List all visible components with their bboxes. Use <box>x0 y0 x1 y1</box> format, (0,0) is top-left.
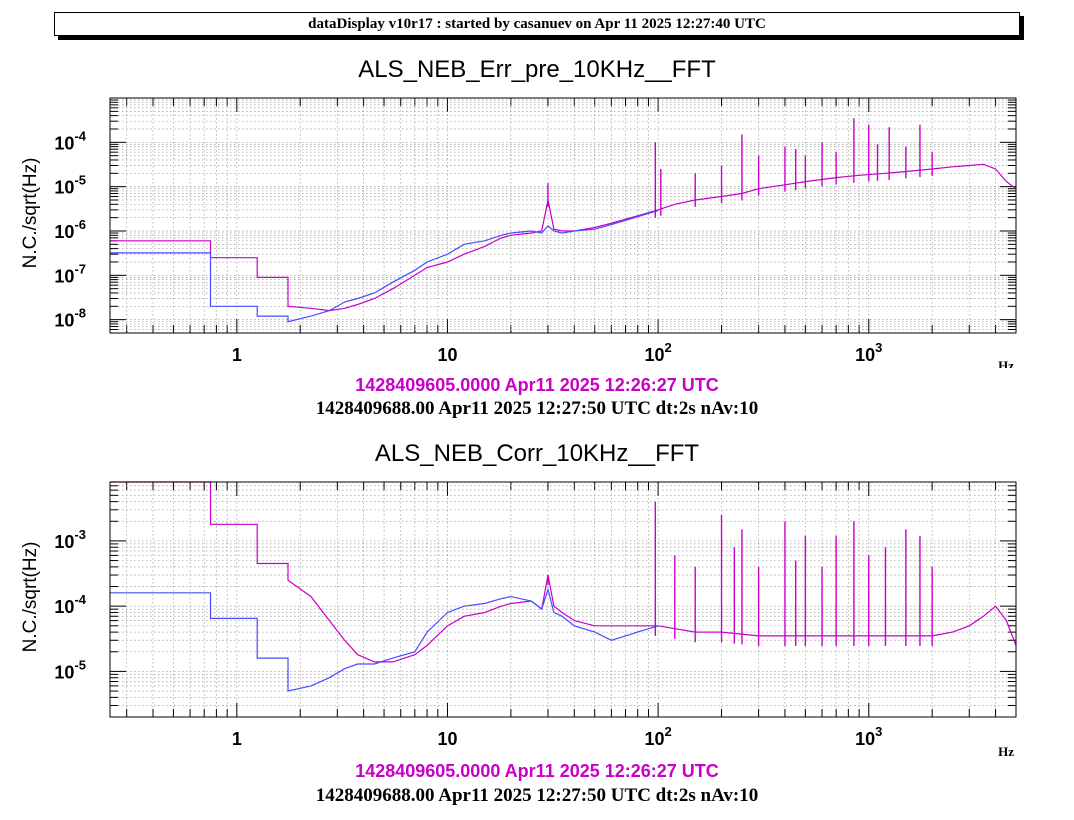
y-tick-label: 10-4 <box>54 128 86 153</box>
x-tick-label: 102 <box>644 724 671 749</box>
y-axis-label: N.C./sqrt(Hz) <box>20 158 41 269</box>
x-tick-label: 103 <box>855 340 882 365</box>
plot-2-chart[interactable]: 1 10 102 103 10-5 10-4 10-3 N.C./sqrt(Hz) Hz <box>0 472 1074 762</box>
app-banner: dataDisplay v10r17 : started by casanuev… <box>54 12 1020 36</box>
x-axis-label: Hz <box>998 358 1014 368</box>
plot-2-ref-timestamp: 1428409605.0000 Apr11 2025 12:26:27 UTC <box>355 761 719 781</box>
plot-2-title: ALS_NEB_Corr_10KHz__FFT <box>374 440 700 467</box>
grid <box>110 481 1017 718</box>
x-tick-label: 103 <box>855 724 882 749</box>
series-current-line <box>110 209 659 323</box>
x-tick-label: 1 <box>232 345 242 365</box>
series-current-line <box>110 587 659 692</box>
y-tick-label: 10-6 <box>54 217 86 242</box>
series-reference-line <box>110 481 1017 663</box>
plot-frame <box>109 481 1017 718</box>
x-tick-label: 10 <box>437 345 457 365</box>
y-tick-label: 10-4 <box>54 592 86 617</box>
y-axis-label: N.C./sqrt(Hz) <box>20 542 41 653</box>
x-axis-label: Hz <box>998 744 1014 759</box>
x-tick-label: 102 <box>644 340 671 365</box>
plot-frame <box>109 97 1017 334</box>
x-tick-label: 1 <box>232 729 242 749</box>
plot-1-title: ALS_NEB_Err_pre_10KHz__FFT <box>358 56 716 83</box>
y-tick-label: 10-5 <box>54 657 86 682</box>
plot-1-chart[interactable]: 1 10 102 103 10-8 10-7 10-6 10-5 10-4 N.C./sqrt(H… <box>0 88 1074 368</box>
x-tick-label: 10 <box>437 729 457 749</box>
y-tick-label: 10-8 <box>54 306 86 331</box>
y-tick-label: 10-3 <box>54 527 86 552</box>
plot-2-cur-timestamp: 1428409688.00 Apr11 2025 12:27:50 UTC dt… <box>315 785 759 806</box>
y-tick-label: 10-7 <box>54 261 86 286</box>
plot-1-cur-timestamp: 1428409688.00 Apr11 2025 12:27:50 UTC dt… <box>315 398 759 419</box>
y-tick-label: 10-5 <box>54 173 86 198</box>
plot-1-ref-timestamp: 1428409605.0000 Apr11 2025 12:26:27 UTC <box>355 375 719 395</box>
grid <box>110 97 1017 334</box>
